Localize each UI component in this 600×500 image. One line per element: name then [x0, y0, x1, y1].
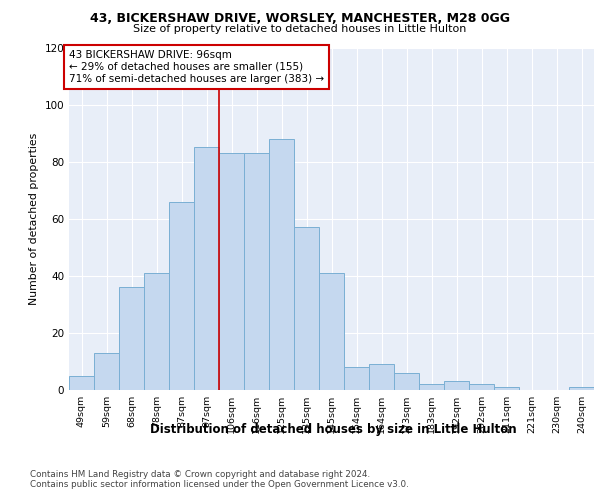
- Bar: [494, 387, 519, 390]
- Bar: [419, 384, 444, 390]
- Bar: [69, 376, 94, 390]
- Text: Contains public sector information licensed under the Open Government Licence v3: Contains public sector information licen…: [30, 480, 409, 489]
- Bar: [169, 202, 194, 390]
- Bar: [194, 148, 219, 390]
- Bar: [469, 384, 494, 390]
- Bar: [394, 373, 419, 390]
- Bar: [369, 364, 394, 390]
- Bar: [294, 228, 319, 390]
- Text: Contains HM Land Registry data © Crown copyright and database right 2024.: Contains HM Land Registry data © Crown c…: [30, 470, 370, 479]
- Bar: [444, 382, 469, 390]
- Bar: [569, 387, 594, 390]
- Y-axis label: Number of detached properties: Number of detached properties: [29, 132, 39, 305]
- Text: 43, BICKERSHAW DRIVE, WORSLEY, MANCHESTER, M28 0GG: 43, BICKERSHAW DRIVE, WORSLEY, MANCHESTE…: [90, 12, 510, 26]
- Bar: [119, 287, 144, 390]
- Bar: [219, 153, 244, 390]
- Bar: [269, 139, 294, 390]
- Text: 43 BICKERSHAW DRIVE: 96sqm
← 29% of detached houses are smaller (155)
71% of sem: 43 BICKERSHAW DRIVE: 96sqm ← 29% of deta…: [69, 50, 324, 84]
- Bar: [144, 273, 169, 390]
- Text: Distribution of detached houses by size in Little Hulton: Distribution of detached houses by size …: [149, 422, 517, 436]
- Text: Size of property relative to detached houses in Little Hulton: Size of property relative to detached ho…: [133, 24, 467, 34]
- Bar: [344, 367, 369, 390]
- Bar: [244, 153, 269, 390]
- Bar: [94, 353, 119, 390]
- Bar: [319, 273, 344, 390]
